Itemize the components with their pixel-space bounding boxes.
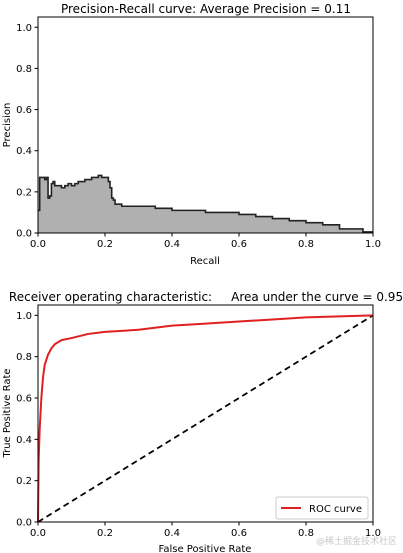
pr-y-tick-label: 0.4 [16, 146, 32, 157]
pr-y-tick-label: 0.0 [16, 229, 32, 240]
pr-x-axis-label: Recall [190, 256, 220, 267]
pr-x-tick-label: 0.4 [164, 239, 180, 250]
roc-x-axis-label: False Positive Rate [159, 544, 252, 553]
roc-plot-area [37, 314, 374, 523]
pr-y-tick-label: 1.0 [16, 23, 32, 34]
roc-y-tick-label: 0.8 [16, 352, 32, 363]
pr-x-ticks: 0.0 0.2 0.4 0.6 0.8 1.0 [30, 233, 381, 250]
pr-y-tick-label: 0.2 [16, 187, 32, 198]
pr-plot-area [38, 174, 373, 233]
pr-chart-title: Precision-Recall curve: Average Precisio… [61, 2, 351, 16]
roc-x-tick-label: 0.8 [298, 528, 314, 539]
roc-x-tick-label: 1.0 [365, 528, 381, 539]
pr-x-tick-label: 0.0 [30, 239, 46, 250]
roc-legend: ROC curve [275, 496, 369, 520]
roc-x-tick-label: 0.4 [164, 528, 180, 539]
pr-curve-line [38, 174, 373, 233]
roc-x-tick-label: 0.2 [97, 528, 113, 539]
roc-x-tick-label: 0.6 [231, 528, 247, 539]
roc-x-tick-label: 0.0 [30, 528, 46, 539]
roc-y-axis-label: True Positive Rate [2, 368, 13, 458]
roc-y-ticks: 0.0 0.2 0.4 0.6 0.8 1.0 [16, 311, 38, 529]
roc-random-diagonal [37, 314, 374, 523]
roc-y-tick-label: 0.0 [16, 518, 32, 529]
roc-y-tick-label: 0.4 [16, 435, 32, 446]
pr-x-tick-label: 0.6 [231, 239, 247, 250]
roc-curve-line [37, 314, 374, 523]
roc-x-ticks: 0.0 0.2 0.4 0.6 0.8 1.0 [30, 522, 381, 539]
roc-axes-frame [37, 304, 374, 523]
roc-y-tick-label: 1.0 [16, 311, 32, 322]
roc-legend-label: ROC curve [309, 504, 362, 515]
pr-y-axis-label: Precision [2, 103, 13, 148]
watermark: @稀土掘金技术社区 [315, 537, 397, 547]
roc-y-tick-label: 0.2 [16, 476, 32, 487]
pr-y-tick-label: 0.8 [16, 64, 32, 75]
precision-recall-chart: Precision-Recall curve: Average Precisio… [2, 2, 381, 267]
roc-y-tick-label: 0.6 [16, 394, 32, 405]
roc-legend-box [275, 496, 369, 520]
pr-x-tick-label: 0.8 [298, 239, 314, 250]
pr-y-ticks: 0.0 0.2 0.4 0.6 0.8 1.0 [16, 23, 38, 240]
pr-axes-frame [37, 16, 374, 234]
roc-chart-title: Receiver operating characteristic: Area … [9, 290, 403, 304]
roc-chart: Receiver operating characteristic: Area … [2, 290, 403, 553]
pr-y-tick-label: 0.6 [16, 105, 32, 116]
pr-x-tick-label: 0.2 [97, 239, 113, 250]
pr-x-tick-label: 1.0 [365, 239, 381, 250]
